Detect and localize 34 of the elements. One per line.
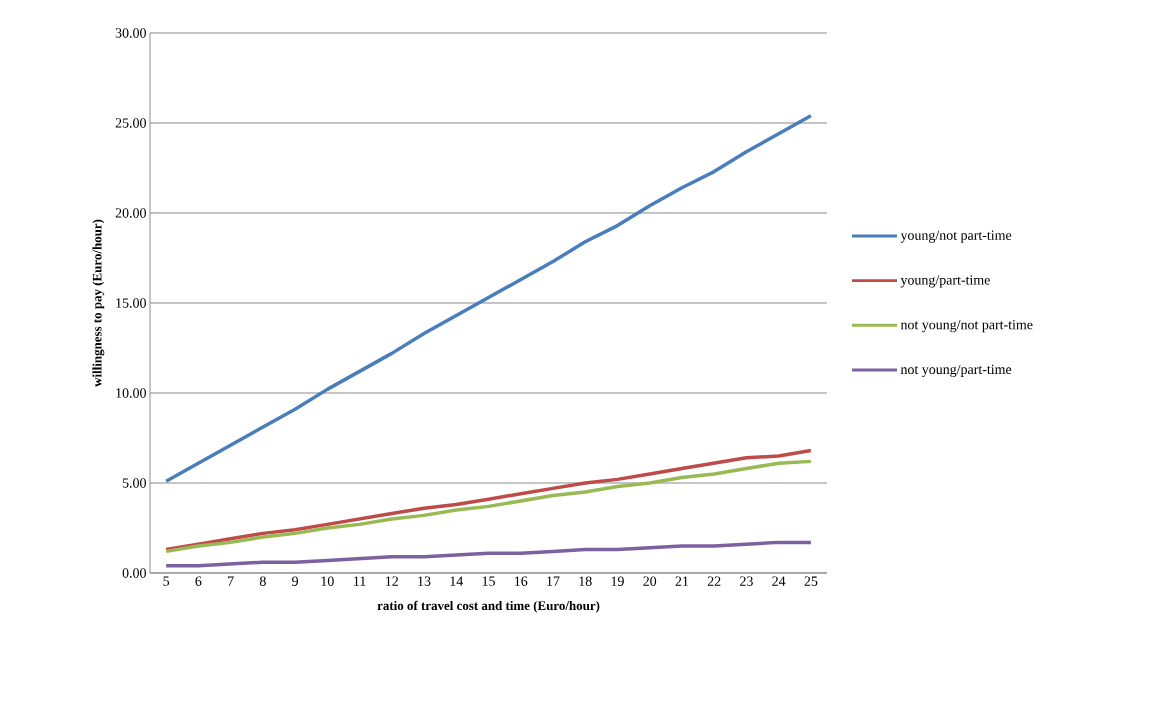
x-tick-label: 9	[292, 576, 298, 586]
x-tick-label: 25	[804, 576, 818, 586]
x-tick-label: 15	[482, 576, 495, 586]
x-tick-label: 22	[707, 576, 721, 586]
x-tick-label: 20	[643, 576, 657, 586]
x-tick-label: 24	[772, 576, 786, 586]
x-tick-label: 14	[450, 576, 464, 586]
y-axis-title: willingness to pay (Euro/hour)	[92, 219, 105, 387]
x-tick-label: 8	[259, 576, 266, 586]
x-tick-label: 12	[386, 576, 398, 586]
legend-label: not young/not part-time	[900, 319, 1033, 333]
y-tick-label: 30.00	[115, 28, 146, 38]
x-tick-label: 13	[418, 576, 431, 586]
legend-label: young/not part-time	[900, 230, 1012, 243]
y-tick-label: 20.00	[115, 208, 146, 218]
y-tick-label: 15.00	[116, 298, 146, 308]
x-tick-label: 10	[321, 576, 334, 586]
x-tick-label: 18	[579, 576, 592, 586]
x-tick-label: 6	[195, 576, 202, 586]
legend-label: not young/part-time	[900, 364, 1012, 377]
y-tick-label: 0.00	[122, 568, 146, 578]
y-tick-label: 25.00	[115, 118, 146, 128]
x-tick-label: 5	[163, 576, 170, 586]
y-tick-label: 10.00	[116, 388, 146, 398]
x-tick-label: 16	[514, 576, 528, 586]
legend-label: young/part-time	[900, 275, 990, 288]
x-tick-label: 7	[228, 576, 234, 586]
y-tick-label: 5.00	[122, 478, 146, 488]
x-tick-label: 19	[611, 576, 624, 586]
x-axis-title: ratio of travel cost and time (Euro/hour)	[377, 600, 600, 613]
x-tick-label: 23	[740, 576, 753, 586]
x-tick-label: 21	[675, 576, 689, 586]
x-tick-label: 11	[354, 576, 366, 586]
x-tick-label: 17	[547, 576, 560, 586]
